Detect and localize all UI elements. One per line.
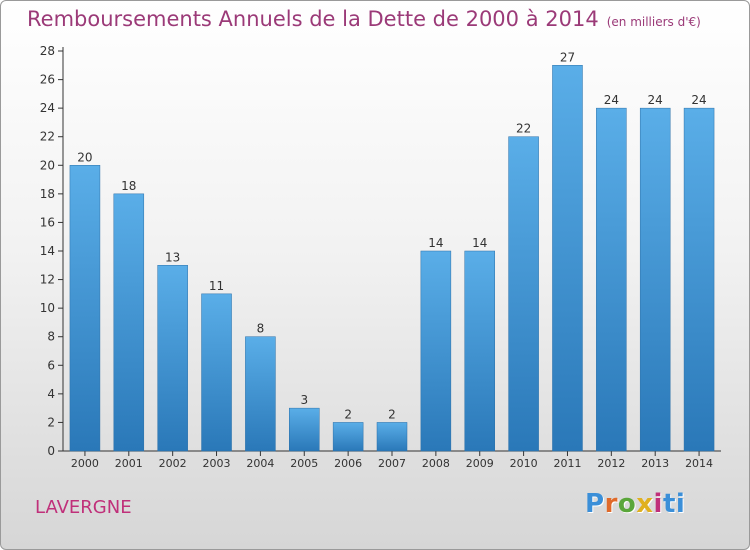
bar-2013 xyxy=(639,107,671,452)
x-tick-label: 2000 xyxy=(71,457,99,470)
bar-value-label: 14 xyxy=(428,236,443,250)
y-tick-label: 20 xyxy=(40,158,55,172)
bar-value-label: 14 xyxy=(472,236,487,250)
chart-unit-label: (en milliers d'€) xyxy=(606,15,701,29)
bar-value-label: 20 xyxy=(77,150,92,164)
y-tick-label: 4 xyxy=(47,387,55,401)
y-tick-label: 10 xyxy=(40,301,55,315)
logo-letter: o xyxy=(617,489,637,519)
x-tick-label: 2002 xyxy=(159,457,187,470)
chart-title: Remboursements Annuels de la Dette de 20… xyxy=(27,7,701,31)
x-tick-label: 2009 xyxy=(466,457,494,470)
y-tick-label: 2 xyxy=(47,415,55,429)
bar-value-label: 2 xyxy=(388,407,396,421)
bar-2012 xyxy=(596,107,627,452)
bar-value-label: 27 xyxy=(560,50,575,64)
bar-value-label: 11 xyxy=(209,279,224,293)
proxiti-logo: Proxiti xyxy=(585,489,685,519)
bar-2002 xyxy=(157,265,188,452)
x-tick-label: 2004 xyxy=(246,457,274,470)
x-tick-label: 2001 xyxy=(115,457,143,470)
bar-value-label: 18 xyxy=(121,179,136,193)
x-tick-label: 2007 xyxy=(378,457,406,470)
bar-2005 xyxy=(289,407,320,452)
logo-letter: t xyxy=(662,489,676,519)
logo-letter: x xyxy=(636,489,654,519)
bar-2007 xyxy=(376,422,408,452)
y-tick-label: 24 xyxy=(40,101,55,115)
x-tick-label: 2010 xyxy=(510,457,538,470)
bar-2001 xyxy=(113,193,145,452)
bar-value-label: 3 xyxy=(300,393,308,407)
y-tick-label: 12 xyxy=(40,273,55,287)
logo-letter: i xyxy=(675,489,686,519)
x-tick-label: 2011 xyxy=(553,457,581,470)
bar-2014 xyxy=(683,107,715,452)
bar-value-label: 8 xyxy=(257,322,265,336)
x-tick-label: 2013 xyxy=(641,457,669,470)
logo-letter: i xyxy=(653,489,663,519)
x-tick-label: 2006 xyxy=(334,457,362,470)
bar-2011 xyxy=(552,65,583,452)
x-tick-label: 2008 xyxy=(422,457,450,470)
bar-2000 xyxy=(69,165,101,452)
x-tick-label: 2005 xyxy=(290,457,318,470)
bar-value-label: 22 xyxy=(516,122,531,136)
logo-letter: r xyxy=(604,489,618,519)
bar-value-label: 24 xyxy=(604,93,619,107)
bar-2009 xyxy=(464,250,495,452)
bar-2004 xyxy=(245,336,276,452)
y-tick-label: 22 xyxy=(40,130,55,144)
bar-value-label: 13 xyxy=(165,250,180,264)
logo-letter: P xyxy=(585,489,605,519)
x-tick-label: 2003 xyxy=(203,457,231,470)
y-tick-label: 16 xyxy=(40,215,55,229)
y-tick-label: 0 xyxy=(47,444,55,458)
bar-2010 xyxy=(508,136,539,452)
y-tick-label: 8 xyxy=(47,330,55,344)
y-tick-label: 26 xyxy=(40,73,55,87)
bar-value-label: 24 xyxy=(648,93,663,107)
bar-2008 xyxy=(420,250,452,452)
bar-value-label: 2 xyxy=(344,407,352,421)
chart-title-text: Remboursements Annuels de la Dette de 20… xyxy=(27,7,599,31)
x-tick-label: 2012 xyxy=(597,457,625,470)
y-tick-label: 18 xyxy=(40,187,55,201)
y-tick-label: 14 xyxy=(40,244,55,258)
bar-2003 xyxy=(201,293,232,452)
bar-value-label: 24 xyxy=(691,93,706,107)
y-tick-label: 6 xyxy=(47,358,55,372)
y-tick-label: 28 xyxy=(40,44,55,58)
bar-2006 xyxy=(332,422,364,452)
x-tick-label: 2014 xyxy=(685,457,713,470)
place-name: LAVERGNE xyxy=(35,497,132,518)
